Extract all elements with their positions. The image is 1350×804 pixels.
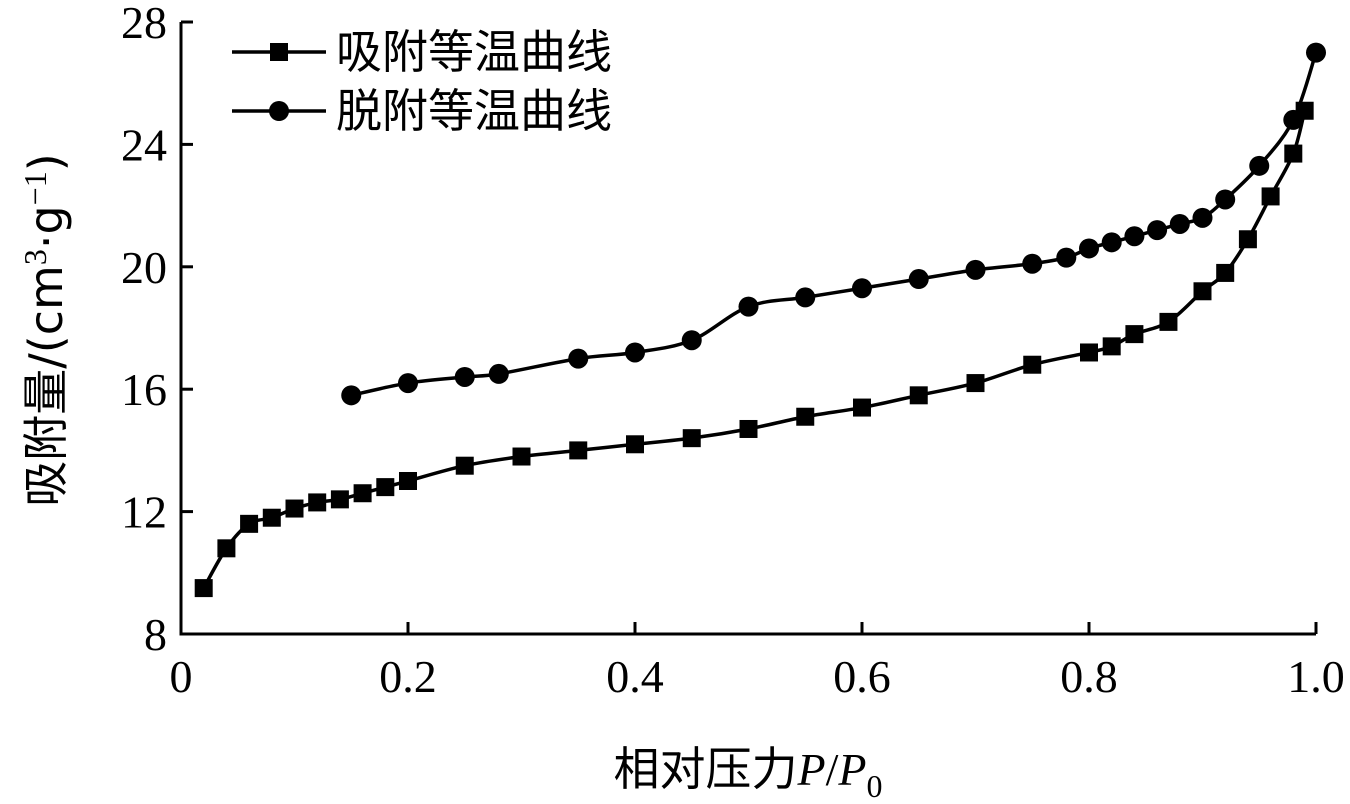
data-point [1216,263,1235,282]
data-point [1125,325,1144,344]
x-tick-label: 0.4 [606,651,664,702]
data-point [512,447,531,466]
data-point [240,514,259,533]
data-point [1079,238,1099,259]
data-point [1102,337,1121,356]
data-point [625,342,645,363]
data-point [1022,253,1043,274]
data-point [399,472,417,490]
y-tick-label: 24 [121,119,167,170]
x-axis-title-subscript: 0 [867,768,883,804]
x-tick-label: 0.8 [1060,651,1118,702]
y-axis-title-sup-neg1: −1 [17,171,53,205]
data-point [1261,187,1280,206]
x-tick-label: 0.2 [379,651,437,702]
data-point [217,539,236,558]
data-point [965,259,986,280]
data-point [853,398,871,417]
y-tick-label: 20 [121,242,167,293]
data-point [194,579,213,598]
data-point [1284,144,1303,163]
y-axis-title: 吸附量/(cm3·g−1) [17,153,73,506]
y-axis-title-close: ) [19,153,73,171]
x-axis-title-p0: P [837,744,866,795]
x-tick-label: 0.6 [833,651,891,702]
y-tick-label: 16 [121,364,167,415]
data-point [568,348,589,369]
y-axis-title-text: 吸附量/(cm [19,265,73,507]
data-point [1283,109,1304,130]
series-adsorption [194,101,1314,598]
x-tick-label: 0 [170,651,193,702]
data-point [262,508,281,527]
data-point [1169,213,1190,234]
data-point [909,386,928,405]
y-axis-ticks: 8 12 16 20 24 28 [121,0,193,660]
data-point [966,374,985,393]
legend-circle-marker [269,101,289,121]
data-point [454,366,475,387]
x-axis-title-text: 相对压力 [614,742,798,796]
legend-square-marker [270,43,288,61]
legend-label: 脱附等温曲线 [336,84,612,138]
x-axis-title: 相对压力P/P0 [614,742,883,804]
data-point [398,373,418,394]
data-point [908,269,929,290]
data-point [1147,220,1168,241]
data-point [795,287,816,308]
data-point [341,385,362,406]
x-axis-title-p: P [797,744,826,795]
y-tick-label: 28 [121,0,167,48]
data-point [1238,230,1257,249]
data-point [1159,312,1178,331]
data-point [285,499,304,518]
data-point [796,407,815,426]
axes [179,22,1316,636]
data-point [569,441,588,460]
data-point [353,484,372,503]
legend-item: 吸附等温曲线 [232,25,612,79]
legend-label: 吸附等温曲线 [336,25,612,79]
data-point [1306,42,1326,63]
y-axis-title-dot: ·g [19,205,73,249]
data-point [738,296,759,317]
data-point [308,493,327,512]
data-point [1101,232,1122,253]
x-tick-label: 1.0 [1287,651,1345,702]
data-point [488,363,509,384]
y-axis-title-sup3: 3 [17,249,53,265]
data-point [626,435,644,454]
data-point [1193,282,1212,301]
data-point [682,429,701,448]
y-tick-label: 8 [144,609,167,660]
data-point [1056,247,1077,268]
data-point [1080,343,1098,362]
data-point [739,419,758,438]
data-point [852,278,872,299]
data-point [330,490,349,509]
data-point [1249,155,1270,176]
data-point [1023,355,1042,374]
series-layer [194,42,1326,598]
x-axis-ticks: 0 0.2 0.4 0.6 0.8 1.0 [170,622,1345,702]
x-axis-title-slash: / [826,744,839,795]
data-point [376,478,395,497]
data-point [681,330,702,351]
data-point [1215,189,1236,210]
series-line [202,110,1307,589]
legend-item: 脱附等温曲线 [232,84,612,138]
series-desorption [341,42,1326,406]
data-point [455,456,474,475]
y-tick-label: 12 [121,487,167,538]
data-point [1192,207,1213,228]
data-point [1124,226,1145,247]
